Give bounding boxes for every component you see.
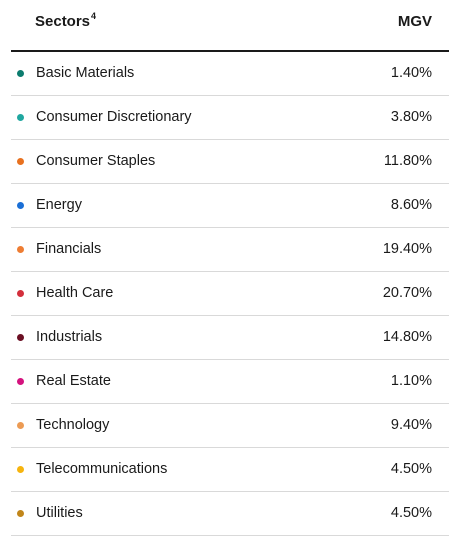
sector-color-dot-icon xyxy=(17,466,24,473)
sector-weight: 19.40% xyxy=(382,241,432,257)
sector-weight: 3.80% xyxy=(390,109,432,125)
sector-name: Telecommunications xyxy=(36,461,168,477)
table-row: Consumer Discretionary 3.80% xyxy=(11,96,449,140)
sector-color-dot-icon xyxy=(17,246,24,253)
sector-name: Consumer Discretionary xyxy=(36,109,192,125)
sector-name: Health Care xyxy=(36,285,114,301)
sector-weight: 9.40% xyxy=(390,417,432,433)
table-row: Energy 8.60% xyxy=(11,184,449,228)
table-row: Basic Materials 1.40% xyxy=(11,52,449,96)
sector-weight: 8.60% xyxy=(390,197,432,213)
sector-color-dot-icon xyxy=(17,422,24,429)
sector-weight: 11.80% xyxy=(383,153,432,169)
sector-color-dot-icon xyxy=(17,70,24,77)
sector-color-dot-icon xyxy=(17,202,24,209)
table-row: Consumer Staples 11.80% xyxy=(11,140,449,184)
sector-name: Financials xyxy=(36,241,102,257)
sector-color-dot-icon xyxy=(17,510,24,517)
sector-name: Consumer Staples xyxy=(36,153,156,169)
table-row: Technology 9.40% xyxy=(11,404,449,448)
table-row: Utilities 4.50% xyxy=(11,492,449,536)
sector-name: Real Estate xyxy=(36,373,111,389)
table-row: Health Care 20.70% xyxy=(11,272,449,316)
sector-color-dot-icon xyxy=(17,290,24,297)
sector-weight: 4.50% xyxy=(390,461,432,477)
sectors-column-header: Sectors4 xyxy=(35,11,97,30)
sector-color-dot-icon xyxy=(17,334,24,341)
table-header: Sectors4 MGV xyxy=(11,0,449,52)
sector-rows: Basic Materials 1.40% Consumer Discretio… xyxy=(11,52,449,536)
table-row: Industrials 14.80% xyxy=(11,316,449,360)
sector-weight: 1.10% xyxy=(390,373,432,389)
sector-name: Industrials xyxy=(36,329,103,345)
footnote-marker[interactable]: 4 xyxy=(91,11,97,21)
sector-weight: 14.80% xyxy=(382,329,432,345)
sector-name: Utilities xyxy=(36,505,83,521)
sector-name: Technology xyxy=(36,417,110,433)
table-row: Telecommunications 4.50% xyxy=(11,448,449,492)
sector-color-dot-icon xyxy=(17,114,24,121)
sector-name: Energy xyxy=(36,197,82,213)
sector-weight: 20.70% xyxy=(382,285,432,301)
sector-name: Basic Materials xyxy=(36,65,135,81)
table-row: Financials 19.40% xyxy=(11,228,449,272)
sectors-table: Sectors4 MGV Basic Materials 1.40% Consu… xyxy=(11,0,449,536)
table-row: Real Estate 1.10% xyxy=(11,360,449,404)
sector-weight: 4.50% xyxy=(390,505,432,521)
sector-weight: 1.40% xyxy=(390,65,432,81)
sector-color-dot-icon xyxy=(17,158,24,165)
fund-column-header: MGV xyxy=(397,13,432,30)
sector-color-dot-icon xyxy=(17,378,24,385)
